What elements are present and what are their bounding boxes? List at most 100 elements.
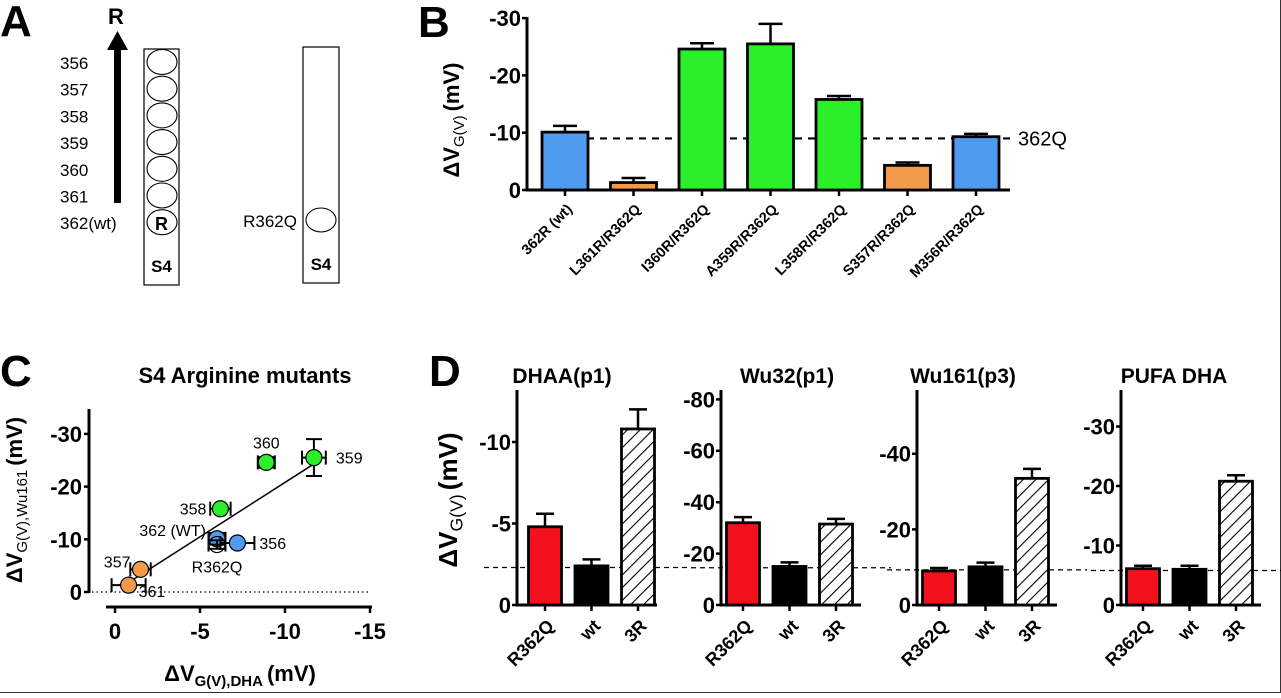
point-label: 358 [180, 502, 207, 519]
panel-b: B 0 -10 -20 -30 362Q 362R (wt)L361R/R362QI360… [418, 0, 1067, 281]
x-tick-label: 3R [620, 616, 650, 646]
y-tick-label: -30 [489, 6, 521, 31]
scatter-point-357: 357 [104, 554, 152, 578]
y-tick-label: -10 [479, 430, 511, 455]
subplot-title: Wu32(p1) [740, 365, 834, 388]
y-axis-label-b: ΔVG(V) (mV) [439, 63, 468, 178]
scatter-marker [211, 500, 229, 518]
x-axis-label-c: ΔVG(V),DHA (mV) [164, 661, 316, 690]
wt-r-label: R [155, 214, 168, 234]
point-label: 357 [104, 554, 131, 571]
x-tick-label: L361R/R362Q [567, 202, 644, 279]
panel-letter-b: B [418, 0, 450, 47]
bar-r362q [921, 569, 957, 607]
s4-mutant-box [302, 46, 340, 284]
subplot-wu32-p1-: Wu32(p1) 0 -20 -40 -60 -80 R362Q wt 3R [683, 365, 891, 670]
subplot-title: Wu161(p3) [910, 365, 1016, 388]
x-tick-label: 0 [109, 619, 121, 644]
s4-label-wt: S4 [151, 257, 172, 276]
subplot-wu161-p3-: Wu161(p3) 0 -20 -40 R362Q wt 3R [879, 365, 1087, 670]
residue-label: 362(wt) [60, 214, 117, 233]
chart-c: S4 Arginine mutants 0 -10 -20 -30 0 -5 -10 -15 36… [2, 363, 386, 690]
y-tick-label: -10 [1083, 533, 1115, 558]
bar-3r [1014, 476, 1050, 607]
bar-wt [573, 564, 610, 607]
axis-label-subscript: G(V) [451, 115, 468, 147]
x-tick-label: wt [773, 616, 802, 645]
y-tick-label: -20 [50, 475, 82, 500]
residue-circle [146, 155, 178, 182]
y-tick-label: -40 [683, 490, 715, 515]
bar-r362q [527, 525, 563, 607]
residue-circle [146, 129, 178, 156]
y-tick-label: -20 [683, 542, 715, 567]
arrow-label: R [108, 4, 124, 29]
bar-r362q [725, 521, 761, 607]
y-axis-label-c: ΔVG(V),Wu161 (mV) [2, 417, 31, 583]
point-label: 362 (WT) [139, 523, 206, 540]
reference-line-label: 362Q [1018, 128, 1067, 150]
x-tick-label: 3R [1014, 616, 1044, 646]
x-tick-label: I360R/R362Q [639, 202, 713, 276]
axis-label-subscript: G(V) [447, 494, 467, 531]
y-tick-label: -20 [1083, 474, 1115, 499]
x-tick-label: L358R/R362Q [772, 202, 849, 279]
residue-circle [146, 209, 178, 236]
axis-label-unit: (mV) [2, 417, 27, 466]
y-tick-label: -10 [489, 121, 521, 146]
axis-label-subscript: G(V),DHA [195, 673, 263, 690]
point-label: 359 [336, 451, 363, 468]
scatter-marker [131, 560, 150, 578]
x-tick-label: wt [1173, 616, 1202, 645]
x-tick-label: wt [575, 616, 604, 645]
y-tick-label: -10 [50, 527, 82, 552]
scatter-point-r362q: R362Q [192, 535, 242, 577]
y-tick-label: 0 [70, 580, 82, 605]
scatter-marker [120, 576, 138, 594]
residue-label: 358 [60, 107, 88, 126]
y-tick-label: 0 [509, 178, 521, 203]
residue-label: 356 [60, 54, 88, 73]
axis-label-main: ΔV [2, 552, 27, 583]
y-tick-label: -40 [879, 442, 911, 467]
residue-circle [146, 182, 178, 209]
chart-title: S4 Arginine mutants [138, 363, 351, 388]
scatter-point-358: 358 [180, 500, 232, 519]
panel-a: A R 356 357 358 359 360 361 362(wt) R S4 R362Q… [0, 0, 340, 286]
y-tick-label: -20 [879, 517, 911, 542]
mutant-label: R362Q [243, 212, 297, 231]
bar-s357r-r362q [883, 163, 932, 192]
bar-362r-wt- [540, 130, 590, 192]
fit-line [128, 463, 315, 584]
y-axis-label-d: ΔVG(V) (mV) [433, 432, 467, 567]
x-tick-label: 3R [1218, 616, 1248, 646]
subplot-pufa-dha: PUFA DHA 0 -10 -20 -30 R362Q wt 3R [1083, 365, 1281, 670]
y-tick-label: -20 [489, 63, 521, 88]
bar-r362q [1125, 567, 1161, 607]
axis-label-main: ΔV [433, 531, 463, 568]
x-tick-label: wt [969, 616, 998, 645]
panel-d: D DHAA(p1) 0 -5 -10 R362Q wt 3R Wu32(p1) 0 -20 -40… [429, 347, 1281, 670]
x-tick-label: R362Q [503, 616, 557, 670]
subplot-title: DHAA(p1) [512, 365, 611, 388]
residue-label: 359 [60, 134, 88, 153]
x-tick-label: R362Q [897, 616, 951, 670]
scatter-point-359: 359 [301, 438, 363, 478]
bar-wt [1171, 567, 1208, 607]
residue-label: 357 [60, 81, 88, 100]
axis-label-unit: (mV) [433, 432, 463, 490]
arrow-up-icon [107, 31, 128, 203]
scatter-point-360: 360 [253, 435, 280, 471]
bar-m356r-r362q [951, 135, 1001, 192]
panel-c: C S4 Arginine mutants 0 -10 -20 -30 0 -5 -10 -15… [0, 347, 386, 690]
axis-label-unit: (mV) [267, 661, 316, 686]
y-tick-label: -5 [491, 511, 511, 536]
bar-l358r-r362q [814, 98, 864, 192]
x-tick-label: 362R (wt) [519, 201, 576, 258]
residue-label: 361 [60, 188, 88, 207]
y-tick-label: -30 [50, 422, 82, 447]
x-tick-label: S357R/R362Q [840, 202, 918, 280]
y-tick-label: -30 [1083, 414, 1115, 439]
